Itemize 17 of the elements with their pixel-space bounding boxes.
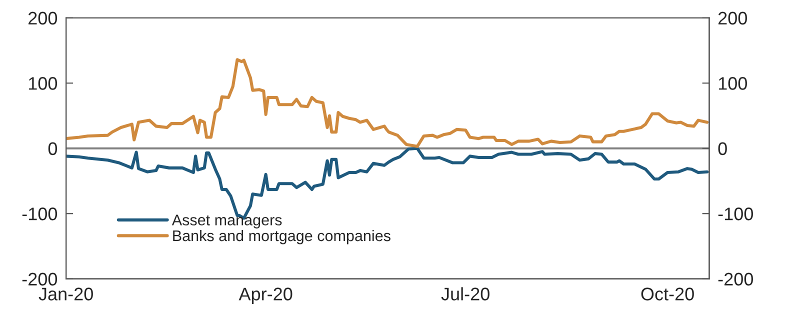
legend-label: Asset managers — [172, 214, 282, 228]
legend-label: Banks and mortgage companies — [173, 230, 390, 244]
x-tick-label: Oct-20 — [641, 288, 694, 300]
y-tick-label: 200 — [28, 12, 58, 25]
x-tick-label: Jul-20 — [441, 287, 490, 300]
y2-tick-label: -200 — [718, 272, 753, 286]
x-tick-label: Apr-20 — [238, 288, 292, 304]
y2-tick-label: 0 — [718, 142, 727, 156]
x-tick-label: Jan-20 — [38, 288, 93, 300]
y-tick-label: -200 — [22, 272, 58, 286]
y2-tick-label: 100 — [718, 77, 747, 90]
y2-tick-label: -100 — [718, 208, 753, 220]
y2-tick-label: 200 — [718, 12, 747, 25]
y-tick-label: 0 — [48, 142, 58, 156]
y-tick-label: 100 — [28, 77, 58, 90]
line-series — [66, 58, 709, 148]
y-tick-label: -100 — [22, 208, 58, 220]
